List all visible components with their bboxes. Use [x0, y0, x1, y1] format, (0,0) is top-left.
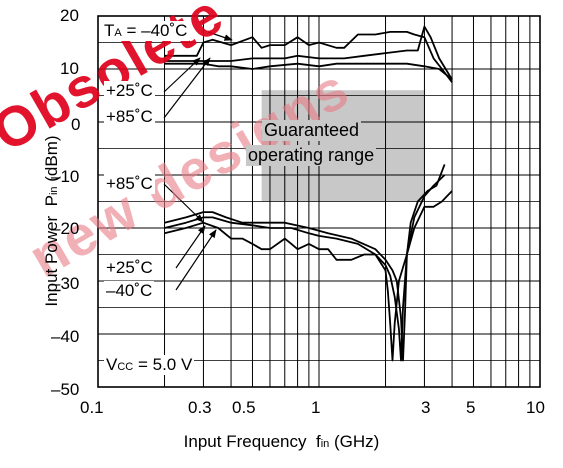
series-line-upper-40C	[164, 31, 453, 83]
ta-value: = –40˚C	[121, 21, 188, 40]
lower-m40c-label: –40˚C	[104, 281, 155, 301]
y-tick-label: 20	[60, 6, 79, 25]
y-tick-label: –50	[51, 380, 80, 399]
x-tick-label: 0.1	[80, 398, 104, 417]
y-axis-label-text: Input Power	[42, 215, 61, 307]
x-tick-label: 1	[311, 398, 321, 417]
lower-25c-label: +25˚C	[104, 258, 155, 278]
upper-85c-label: +85˚C	[104, 107, 155, 127]
x-tick-label: 0.5	[232, 398, 256, 417]
series-line-lower-85C	[164, 164, 446, 362]
ta-prefix: T	[104, 21, 115, 40]
vcc-prefix: V	[106, 355, 118, 374]
vcc-label: VCC = 5.0 V	[104, 355, 195, 375]
x-axis-label: Input Frequency fin (GHz)	[0, 432, 563, 452]
x-axis-subscript: in	[320, 438, 330, 450]
annotation-arrow	[175, 229, 217, 291]
y-axis-subscript: in	[48, 186, 60, 196]
x-tick-label: 3	[421, 398, 431, 417]
annotation-arrow	[207, 31, 233, 41]
y-tick-label: –40	[51, 327, 80, 346]
x-tick-label: 10	[526, 398, 545, 417]
y-axis-label: Input Power Pin (dBm)	[42, 121, 62, 321]
vcc-subscript: CC	[117, 361, 134, 373]
series-lines	[164, 25, 453, 362]
grid-lines	[98, 16, 540, 387]
y-tick-label: –30	[51, 274, 80, 293]
annotation-arrow	[163, 57, 201, 93]
y-axis-unit: (dBm)	[42, 135, 61, 182]
region-label-line2: operating range	[246, 145, 377, 166]
annotation-arrows	[163, 31, 233, 291]
vcc-value: = 5.0 V	[133, 355, 193, 374]
x-axis-label-text: Input Frequency	[183, 432, 307, 451]
annotation-arrow	[163, 183, 204, 223]
plot-frame	[97, 15, 541, 388]
ta-subscript: A	[114, 27, 122, 39]
series-line-upper-85C	[164, 62, 453, 81]
y-tick-label: 0	[71, 115, 81, 134]
ta-label: TA = –40˚C	[102, 21, 190, 41]
lower-85c-label: +85˚C	[104, 174, 155, 194]
x-tick-label: 5	[466, 398, 476, 417]
annotation-arrow	[175, 225, 206, 269]
upper-25c-label: +25˚C	[104, 81, 155, 101]
annotation-arrow	[163, 57, 211, 119]
y-tick-label: –10	[51, 167, 80, 186]
region-label-line1: Guaranteed	[262, 120, 362, 141]
x-axis-unit: (GHz)	[334, 432, 380, 451]
y-tick-label: 10	[60, 59, 79, 78]
series-line-upper-25C	[164, 25, 453, 81]
y-axis-symbol: P	[42, 195, 61, 207]
y-tick-label: –20	[51, 219, 80, 238]
x-axis-symbol: f	[315, 432, 321, 451]
series-line-lower-40C	[164, 190, 453, 362]
x-tick-label: 0.3	[188, 398, 212, 417]
